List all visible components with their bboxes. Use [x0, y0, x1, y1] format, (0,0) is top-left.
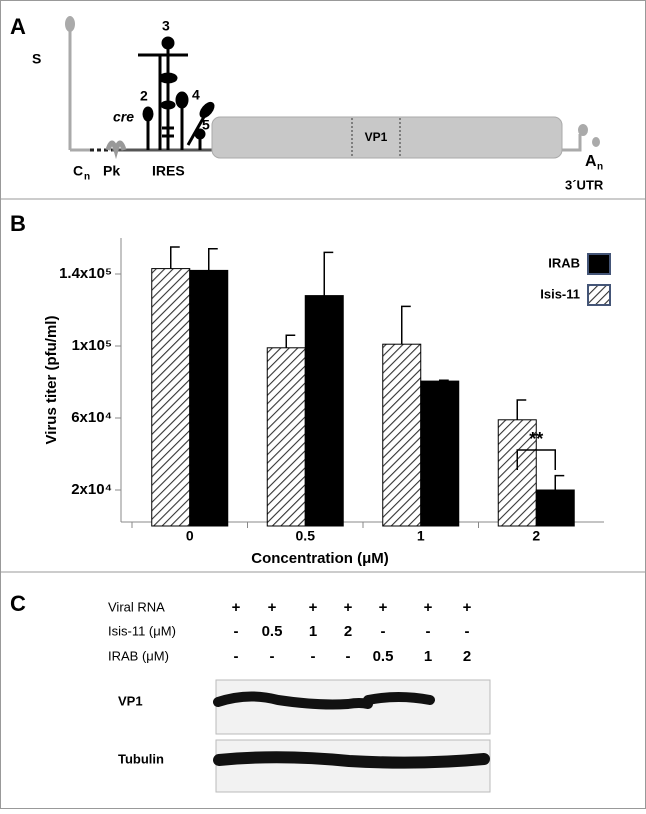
cell: - [346, 648, 351, 665]
y-axis-label: Virus titer (pfu/ml) [43, 316, 60, 445]
row-label: Viral RNA [108, 599, 165, 614]
blot-label: VP1 [118, 693, 143, 708]
x-tick-label: 2 [532, 528, 540, 544]
bar [304, 295, 344, 527]
cell: + [424, 599, 433, 616]
error-bar [285, 334, 296, 348]
label: VP1 [365, 130, 388, 144]
bar [266, 347, 306, 527]
blot-band [213, 751, 490, 769]
cell: - [465, 623, 470, 640]
bar [189, 269, 229, 527]
cell: - [234, 623, 239, 640]
panel-a: A S 3 cre 2 4 5 VP1 C n Pk IRES [10, 14, 604, 193]
error-bar [439, 379, 449, 382]
row-label: Isis-11 (μM) [108, 623, 176, 638]
x-tick-label: 0 [186, 528, 194, 544]
cell: 0.5 [262, 623, 283, 640]
cell: - [311, 648, 316, 665]
panel-letter: A [10, 14, 26, 39]
x-tick-label: 1 [417, 528, 425, 544]
label: C [73, 163, 83, 179]
label: S [32, 51, 41, 67]
error-bar [401, 305, 411, 345]
cell: + [268, 599, 277, 616]
label: 5 [202, 117, 210, 133]
error-bar [554, 474, 565, 490]
blot-band [213, 691, 435, 710]
panel-letter: C [10, 591, 26, 616]
label: A [585, 153, 597, 170]
cell: 2 [463, 648, 471, 665]
error-bar [516, 399, 527, 420]
cell: 1 [309, 623, 317, 640]
cell: 2 [344, 623, 352, 640]
annotation: ** [529, 429, 543, 449]
legend-label: IRAB [548, 255, 580, 270]
cell: - [381, 623, 386, 640]
cell: + [309, 599, 318, 616]
y-tick-label: 6x10⁴ [71, 409, 112, 426]
cell: + [379, 599, 388, 616]
label: Pk [103, 163, 120, 179]
legend-swatch [587, 253, 611, 275]
error-bar [323, 251, 334, 296]
cell: + [232, 599, 241, 616]
label: n [597, 162, 603, 173]
row-label: IRAB (μM) [108, 648, 169, 663]
cell: 0.5 [373, 648, 394, 665]
bar [535, 489, 575, 527]
x-tick-label: 0.5 [296, 528, 316, 544]
y-tick-label: 1.4x10⁵ [59, 265, 112, 282]
legend-swatch [587, 284, 611, 306]
cell: - [234, 648, 239, 665]
y-tick-label: 1x10⁵ [72, 337, 112, 354]
bar [382, 343, 422, 527]
cell: 1 [424, 648, 432, 665]
label: IRES [152, 163, 185, 179]
bar [151, 268, 191, 527]
label: 2 [140, 88, 148, 104]
label: 3 [162, 18, 170, 34]
label: 4 [192, 87, 200, 103]
label: 3´UTR [565, 177, 604, 192]
blot-label: Tubulin [118, 751, 164, 766]
cell: - [270, 648, 275, 665]
cell: - [426, 623, 431, 640]
legend-label: Isis-11 [540, 286, 580, 301]
label: cre [113, 109, 134, 125]
panel-letter: B [10, 211, 26, 236]
cell: + [344, 599, 353, 616]
error-bar [208, 248, 218, 271]
label: n [84, 172, 90, 183]
bar [420, 380, 460, 527]
significance-bracket [516, 449, 556, 470]
error-bar [170, 246, 180, 269]
cell: + [463, 599, 472, 616]
y-tick-label: 2x10⁴ [71, 481, 112, 498]
x-axis-label: Concentration (μM) [251, 550, 389, 567]
